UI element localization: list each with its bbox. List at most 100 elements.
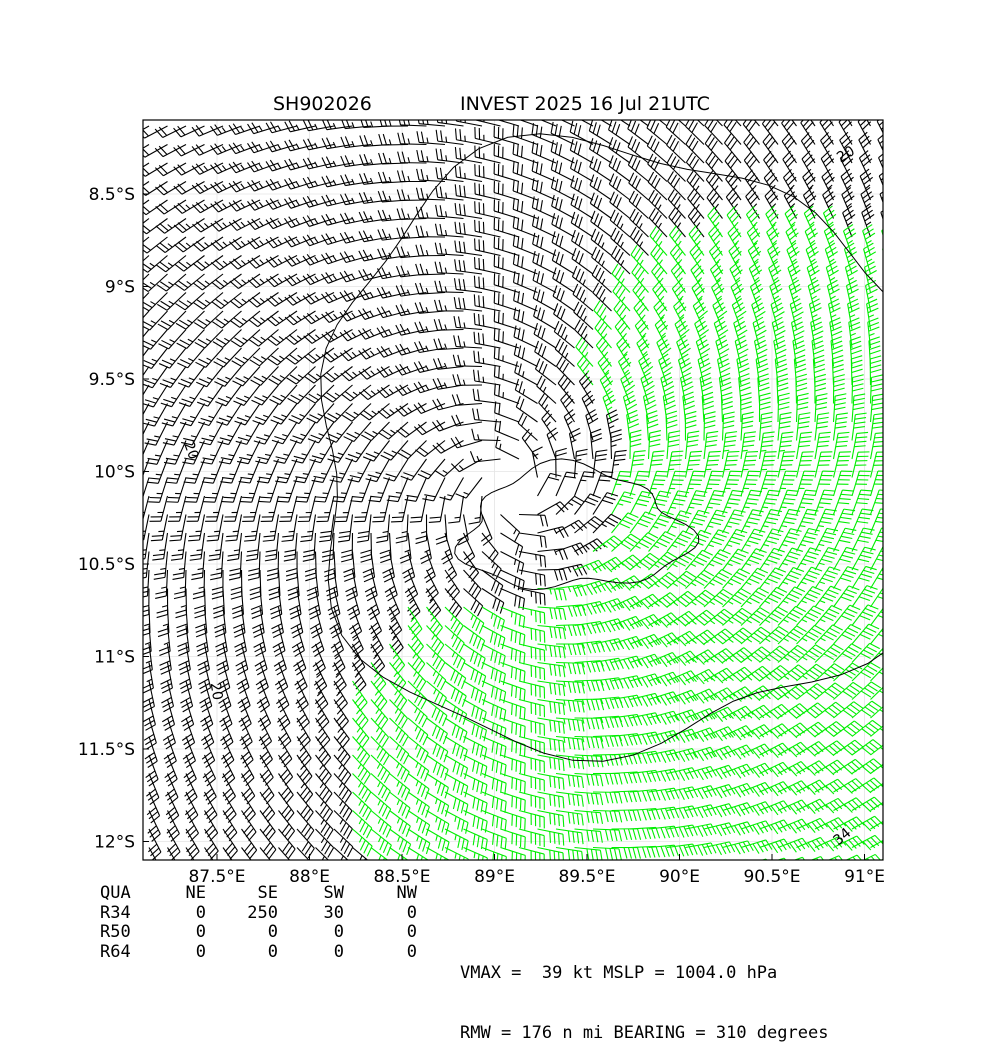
wind-barb <box>695 538 706 542</box>
wind-barb <box>797 402 808 405</box>
wind-barb <box>371 178 373 183</box>
wind-barb <box>520 399 524 410</box>
wind-barb <box>617 197 622 207</box>
wind-barb <box>274 646 284 652</box>
wind-barb <box>458 336 460 347</box>
wind-barb <box>790 299 800 305</box>
wind-barb <box>817 422 828 424</box>
wind-barb <box>119 169 127 177</box>
wind-barb <box>558 324 563 334</box>
wind-barb <box>161 321 171 327</box>
wind-barb <box>537 271 540 282</box>
wind-barb <box>616 161 620 172</box>
wind-barb <box>171 367 186 388</box>
wind-barb <box>411 517 422 518</box>
wind-barb <box>158 633 169 637</box>
wind-barb <box>128 439 139 441</box>
wind-barb <box>519 381 522 392</box>
wind-barb <box>594 195 598 206</box>
wind-barb <box>248 441 260 464</box>
wind-barb <box>397 228 401 239</box>
wind-barb <box>228 435 234 436</box>
wind-barb <box>827 247 836 253</box>
wind-barb <box>518 273 519 284</box>
wind-barb <box>162 605 167 607</box>
wind-barb <box>802 540 813 542</box>
wind-barb <box>591 434 602 438</box>
wind-barb <box>867 289 877 294</box>
wind-barb <box>165 439 176 441</box>
wind-barb <box>797 407 808 410</box>
wind-barb <box>210 573 221 575</box>
wind-barb <box>733 556 744 560</box>
wind-barb <box>384 452 394 457</box>
wind-barb <box>542 396 548 406</box>
wind-barb <box>247 422 260 444</box>
wind-barb <box>160 568 166 569</box>
wind-barb <box>708 545 713 547</box>
wind-barb <box>650 120 655 130</box>
wind-barb <box>741 406 752 409</box>
wind-barb <box>455 128 456 139</box>
wind-barb <box>386 474 397 477</box>
wind-barb <box>547 422 551 426</box>
wind-barb <box>618 504 624 505</box>
wind-barb <box>870 360 881 363</box>
wind-barb <box>759 588 769 593</box>
wind-barb <box>847 252 857 258</box>
wind-barb <box>344 577 355 581</box>
wind-barb <box>578 125 581 136</box>
wind-barb <box>724 107 741 126</box>
wind-barb <box>197 402 208 406</box>
wind-barb <box>728 582 733 584</box>
wind-barb <box>808 552 819 555</box>
wind-barb <box>495 419 496 430</box>
wind-barb <box>880 509 891 510</box>
wind-barb <box>376 540 387 542</box>
wind-barb <box>481 641 485 652</box>
wind-barb <box>781 441 792 442</box>
wind-barb <box>237 461 248 463</box>
wind-barb <box>137 591 148 593</box>
wind-barb <box>490 631 493 642</box>
wind-barb <box>895 517 906 518</box>
wind-barb <box>326 157 331 167</box>
wind-barb <box>854 446 865 447</box>
wind-barb <box>446 118 447 124</box>
wind-barb <box>516 544 519 555</box>
wind-barb <box>898 593 909 596</box>
wind-barb <box>133 340 138 342</box>
wind-barb <box>224 348 242 367</box>
wind-barb <box>191 577 202 579</box>
wind-barb <box>538 326 541 337</box>
wind-barb <box>472 618 477 628</box>
wind-barb <box>590 185 611 200</box>
wind-barb <box>141 147 149 155</box>
wind-barb <box>208 397 213 399</box>
wind-barb <box>744 507 750 508</box>
wind-barb <box>223 280 227 284</box>
wind-barb <box>214 614 225 618</box>
wind-barb <box>742 426 753 428</box>
wind-barb <box>600 307 606 317</box>
wind-barb <box>869 346 880 350</box>
wind-barb <box>263 540 274 541</box>
wind-barb <box>646 405 656 410</box>
wind-barb <box>608 419 618 424</box>
wind-barb <box>536 143 538 154</box>
wind-barb <box>499 403 500 414</box>
wind-barb <box>204 223 208 227</box>
wind-barb <box>240 502 251 503</box>
wind-barb <box>755 340 765 345</box>
wind-barb <box>130 256 149 273</box>
wind-barb <box>270 531 276 532</box>
wind-barb <box>862 551 873 554</box>
wind-barb <box>875 503 886 504</box>
wind-barb <box>545 405 548 410</box>
wind-barb <box>513 143 514 154</box>
wind-barb <box>211 474 217 475</box>
wind-barb <box>866 252 876 258</box>
wind-barb <box>305 573 316 576</box>
wind-barb <box>757 568 767 573</box>
wind-barb <box>811 308 821 313</box>
